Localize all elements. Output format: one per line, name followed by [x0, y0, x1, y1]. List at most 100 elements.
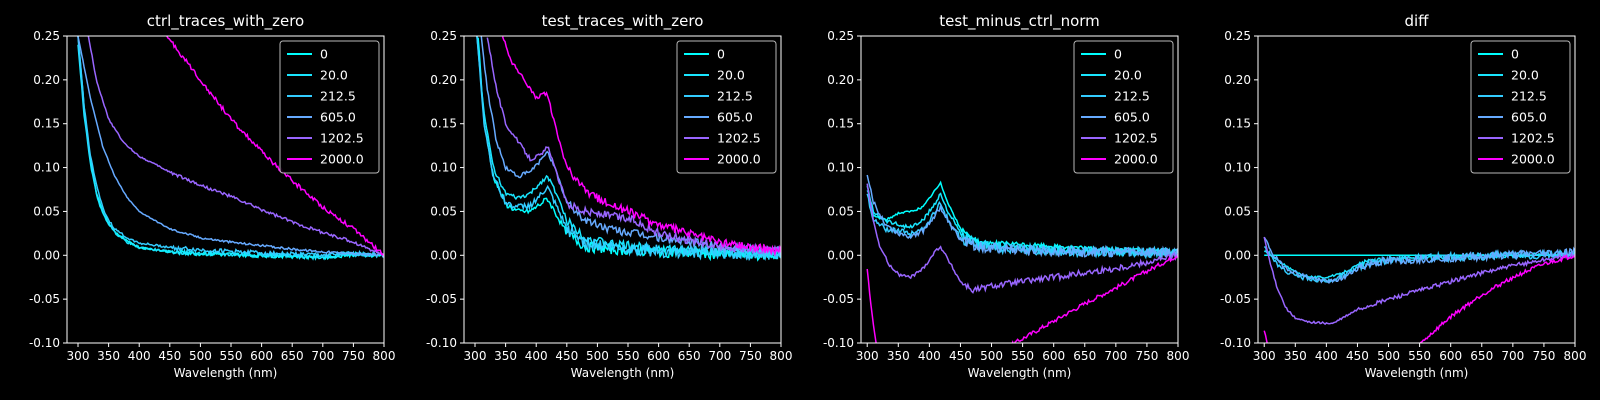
- series-line-1202.5: [486, 37, 781, 255]
- axes-frame: [1257, 35, 1576, 344]
- y-tick-label: -0.10: [1220, 336, 1251, 350]
- x-tick-label: 500: [1377, 349, 1400, 363]
- legend-label: 2000.0: [717, 152, 761, 167]
- series-line-20.0: [866, 190, 1178, 259]
- x-axis-label: Wavelength (nm): [571, 366, 675, 380]
- x-tick-label: 500: [189, 349, 212, 363]
- x-tick-label: 400: [525, 349, 548, 363]
- series-line-1202.5: [87, 36, 384, 258]
- x-tick-label: 800: [373, 349, 396, 363]
- x-tick-label: 600: [1439, 349, 1462, 363]
- y-tick-label: -0.05: [823, 292, 854, 306]
- series-line-0: [866, 180, 1178, 255]
- legend-label: 212.5: [717, 89, 753, 104]
- series-line-605.0: [866, 174, 1178, 260]
- x-tick-label: 700: [1501, 349, 1524, 363]
- y-tick-label: 0.20: [33, 73, 60, 87]
- y-tick-label: -0.05: [1220, 292, 1251, 306]
- y-tick-label: 0.15: [430, 117, 457, 131]
- y-tick-label: 0.05: [430, 204, 457, 218]
- chart-title: test_traces_with_zero: [542, 12, 704, 31]
- legend-label: 0: [717, 47, 725, 62]
- x-tick-label: 650: [678, 349, 701, 363]
- y-tick-label: 0.00: [430, 248, 457, 262]
- x-tick-label: 500: [980, 349, 1003, 363]
- x-tick-label: 550: [220, 349, 243, 363]
- x-axis-label: Wavelength (nm): [1365, 366, 1469, 380]
- x-tick-label: 800: [1564, 349, 1587, 363]
- y-tick-label: 0.25: [1224, 29, 1251, 43]
- legend-label: 212.5: [1114, 89, 1150, 104]
- legend-label: 2000.0: [1511, 152, 1555, 167]
- legend: 0 20.0 212.5 605.0 1202.5 2000.0: [676, 40, 777, 174]
- y-tick-label: -0.10: [29, 336, 60, 350]
- x-tick-label: 450: [1346, 349, 1369, 363]
- chart-panel-3: diff 300 350 400 450 500 550 600 650 700 750 800 -0.…: [1220, 12, 1587, 380]
- x-tick-label: 650: [281, 349, 304, 363]
- x-tick-label: 400: [918, 349, 941, 363]
- x-tick-label: 300: [1253, 349, 1276, 363]
- legend-label: 20.0: [717, 68, 745, 83]
- x-tick-label: 600: [250, 349, 273, 363]
- legend-label: 0: [1511, 47, 1519, 62]
- legend-label: 0: [1114, 47, 1122, 62]
- y-tick-label: -0.10: [823, 336, 854, 350]
- x-tick-label: 550: [617, 349, 640, 363]
- series-line-212.5: [476, 36, 781, 262]
- legend: 0 20.0 212.5 605.0 1202.5 2000.0: [279, 40, 380, 174]
- legend-label: 605.0: [1511, 110, 1547, 125]
- legend-label: 605.0: [717, 110, 753, 125]
- y-tick-label: 0.05: [33, 204, 60, 218]
- x-tick-label: 550: [1408, 349, 1431, 363]
- x-tick-label: 600: [647, 349, 670, 363]
- axes-frame: [66, 35, 385, 344]
- series-line-2000.0: [866, 255, 1178, 343]
- y-tick-label: -0.05: [426, 292, 457, 306]
- chart-panel-1: test_traces_with_zero 300 350 400 450 500 550 6…: [426, 12, 793, 380]
- x-tick-label: 800: [1167, 349, 1190, 363]
- series-line-1202.5: [866, 183, 1178, 294]
- y-tick-label: 0.00: [33, 248, 60, 262]
- series-group: [1263, 236, 1575, 343]
- y-tick-label: 0.25: [827, 29, 854, 43]
- x-tick-label: 350: [887, 349, 910, 363]
- y-tick-label: 0.15: [827, 117, 854, 131]
- series-line-2000.0: [1263, 254, 1575, 343]
- y-tick-label: -0.10: [426, 336, 457, 350]
- series-group: [77, 36, 384, 261]
- series-line-605.0: [77, 36, 384, 257]
- x-axis-label: Wavelength (nm): [174, 366, 278, 380]
- series-line-605.0: [480, 36, 781, 258]
- legend-label: 0: [320, 47, 328, 62]
- legend-label: 20.0: [1511, 68, 1539, 83]
- x-tick-label: 650: [1073, 349, 1096, 363]
- legend-label: 212.5: [1511, 89, 1547, 104]
- x-tick-label: 700: [1104, 349, 1127, 363]
- x-tick-label: 450: [949, 349, 972, 363]
- x-tick-label: 550: [1011, 349, 1034, 363]
- y-tick-label: 0.20: [1224, 73, 1251, 87]
- y-tick-label: 0.25: [33, 29, 60, 43]
- x-tick-label: 300: [856, 349, 879, 363]
- x-tick-label: 750: [342, 349, 365, 363]
- x-tick-label: 450: [158, 349, 181, 363]
- legend-label: 1202.5: [1511, 131, 1555, 146]
- x-tick-label: 700: [311, 349, 334, 363]
- legend-label: 20.0: [320, 68, 348, 83]
- series-line-605.0: [1263, 236, 1575, 285]
- y-tick-label: 0.05: [1224, 204, 1251, 218]
- y-tick-label: 0.25: [430, 29, 457, 43]
- legend-label: 212.5: [320, 89, 356, 104]
- y-tick-label: -0.05: [29, 292, 60, 306]
- series-line-2000.0: [166, 36, 384, 256]
- legend-label: 605.0: [320, 110, 356, 125]
- x-axis-label: Wavelength (nm): [968, 366, 1072, 380]
- y-tick-label: 0.10: [33, 161, 60, 175]
- series-group: [476, 36, 781, 262]
- legend-label: 1202.5: [717, 131, 761, 146]
- y-tick-label: 0.10: [827, 161, 854, 175]
- chart-title: diff: [1404, 12, 1429, 30]
- y-tick-label: 0.20: [827, 73, 854, 87]
- y-tick-label: 0.00: [827, 248, 854, 262]
